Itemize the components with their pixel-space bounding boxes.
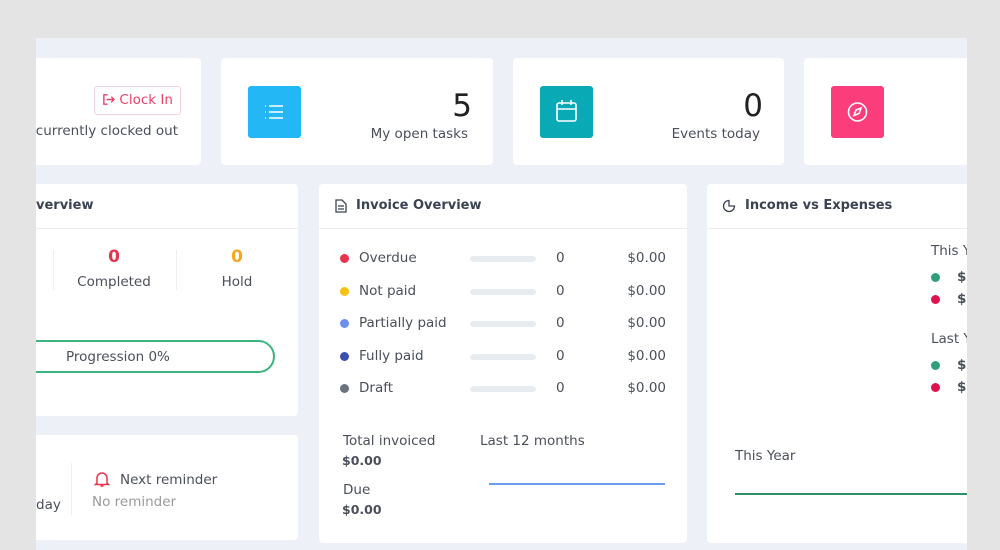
due-value: $0.00 — [342, 502, 382, 517]
clock-status: re currently clocked out — [36, 123, 178, 139]
reminder-left: day — [36, 497, 61, 513]
stat-label: Events today — [671, 126, 760, 142]
events-icon — [540, 86, 593, 138]
status-count: 0 — [556, 250, 565, 266]
period-label: Last 12 months — [480, 433, 585, 449]
legend-value: $0 — [957, 269, 967, 285]
extra-card — [804, 58, 967, 165]
legend-dot — [931, 383, 940, 392]
events-card: 0 Events today — [513, 58, 784, 165]
list-icon — [265, 105, 283, 119]
compass-icon — [847, 102, 868, 122]
status-amount: $0.00 — [627, 282, 666, 299]
status-count: 0 — [556, 347, 565, 364]
status-amount: $0.00 — [627, 380, 666, 396]
status-dot — [340, 319, 349, 328]
status-label: Fully paid — [359, 347, 424, 364]
stat-value: 0 — [231, 247, 243, 267]
clock-in-icon — [103, 94, 116, 105]
stat-label: Completed — [77, 274, 151, 290]
total-value: $0.00 — [342, 453, 382, 468]
clock-in-label: Clock In — [119, 92, 173, 108]
status-dot — [340, 351, 349, 361]
legend-value: $0 — [957, 379, 967, 395]
status-count: 0 — [556, 315, 565, 331]
progress-bar — [36, 340, 275, 373]
legend-dot — [931, 361, 940, 370]
status-bar — [470, 321, 536, 327]
clock-in-button[interactable]: Clock In — [94, 86, 181, 115]
status-bar — [470, 353, 536, 360]
legend-value: $0 — [957, 357, 967, 373]
legend-group: This Y — [931, 243, 967, 259]
divider — [176, 250, 177, 290]
invoice-chart-line — [489, 483, 665, 485]
status-count: 0 — [556, 380, 565, 396]
reminder-title: Next reminder — [120, 472, 218, 488]
status-amount: $0.00 — [627, 347, 666, 364]
status-amount: $0.00 — [627, 250, 666, 266]
stat-value: 5 — [452, 88, 472, 124]
status-bar — [470, 288, 536, 295]
legend-value: $0 — [957, 291, 967, 307]
tasks-card: 5 My open tasks — [221, 58, 493, 165]
status-label: Not paid — [359, 282, 417, 299]
status-bar — [470, 386, 536, 392]
status-label: Partially paid — [359, 315, 447, 331]
pie-icon — [722, 199, 736, 213]
reminder-text: No reminder — [92, 494, 177, 510]
total-label: Total invoiced — [343, 433, 436, 449]
invoice-card: Invoice Overview Overdue 0 $0.00 Not paid 0 $… — [319, 184, 687, 543]
income-chart-line — [735, 493, 967, 495]
legend-dot — [931, 273, 940, 282]
progress-label: Progression 0% — [66, 349, 170, 365]
clock-card — [36, 58, 201, 165]
status-dot — [340, 254, 349, 263]
card-title: verview — [36, 198, 94, 213]
status-label: Draft — [359, 380, 394, 396]
legend-dot — [931, 295, 940, 304]
dashboard: Clock In re currently clocked out 5 My o… — [36, 38, 967, 550]
status-amount: $0.00 — [627, 315, 666, 331]
status-bar — [470, 256, 536, 262]
divider — [53, 250, 54, 290]
stat-value: 0 — [743, 88, 763, 124]
card-title: Invoice Overview — [356, 198, 482, 213]
status-count: 0 — [556, 282, 565, 299]
legend-group: Last Y — [931, 331, 967, 347]
separator — [319, 228, 687, 229]
bell-icon — [93, 472, 111, 487]
calendar-icon — [556, 100, 577, 122]
separator — [36, 228, 298, 229]
stat-value: 0 — [108, 247, 120, 267]
separator — [707, 228, 967, 229]
status-dot — [340, 384, 349, 393]
stat-label: My open tasks — [370, 126, 468, 142]
stat-label: Hold — [221, 274, 253, 290]
chart-label: This Year — [735, 448, 796, 464]
due-label: Due — [343, 482, 371, 498]
divider — [71, 463, 72, 515]
reminder-card — [36, 435, 298, 540]
tasks-icon — [248, 86, 301, 138]
status-label: Overdue — [359, 250, 417, 266]
doc-icon — [335, 199, 347, 213]
card-title: Income vs Expenses — [745, 198, 893, 213]
status-dot — [340, 286, 349, 296]
compass-box — [831, 86, 884, 138]
project-card — [36, 184, 298, 416]
